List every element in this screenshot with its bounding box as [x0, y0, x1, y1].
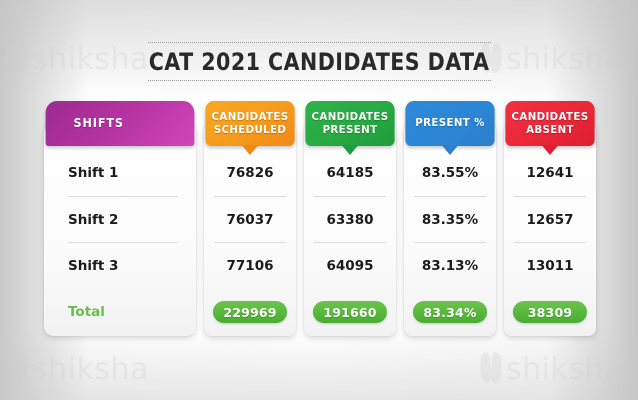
title-block: CAT 2021 CANDIDATES DATA: [0, 42, 638, 82]
total-pill-present: 191660: [313, 301, 387, 323]
cell-present: 64095: [326, 257, 374, 274]
total-pill-present-percent: 83.34%: [413, 301, 487, 323]
column-present-percent: PRESENT % 83.55% 83.35% 83.13% 83.34%: [400, 101, 500, 336]
header-line-2: SCHEDULED: [213, 122, 287, 136]
title-divider-top: [147, 42, 491, 43]
table-row-total: Total: [68, 288, 178, 336]
column-header-label: CANDIDATES SCHEDULED: [212, 111, 289, 136]
table-row: 83.35%: [414, 196, 486, 242]
total-label: Total: [68, 304, 105, 320]
header-line-1: CANDIDATES: [511, 110, 589, 124]
cell-shift: Shift 3: [68, 257, 119, 274]
table-row-total: 38309: [513, 288, 587, 336]
cell-scheduled: 76826: [226, 165, 274, 181]
table-row: 76037: [214, 196, 286, 242]
table-row: 83.55%: [414, 150, 486, 196]
table-row: 76826: [214, 150, 286, 196]
table-row-total: 191660: [313, 288, 387, 336]
table-row: 77106: [214, 242, 286, 288]
column-candidates-present: CANDIDATES PRESENT 64185 63380 64095 191…: [300, 101, 400, 336]
cell-present-percent: 83.13%: [421, 257, 479, 274]
cell-scheduled: 77106: [226, 257, 274, 274]
cell-present: 64185: [326, 165, 374, 181]
cell-absent: 13011: [526, 257, 574, 274]
table-row: Shift 3: [68, 242, 178, 288]
header-line-1: CANDIDATES: [311, 110, 389, 124]
column-card: [304, 123, 396, 336]
total-pill-absent: 38309: [513, 301, 587, 323]
column-header-candidates-absent: CANDIDATES ABSENT: [505, 101, 595, 155]
column-header-label: SHIFTS: [73, 115, 124, 130]
column-header-shifts: SHIFTS: [45, 101, 195, 146]
column-header-candidates-present: CANDIDATES PRESENT: [305, 101, 395, 155]
header-line-2: PRESENT: [322, 122, 378, 136]
table-row: 12657: [514, 196, 586, 242]
cell-present: 63380: [326, 211, 374, 228]
table-row: 63380: [314, 196, 386, 242]
page-title: CAT 2021 CANDIDATES DATA: [148, 48, 490, 76]
chip-pointer-icon: [541, 145, 559, 155]
column-header-label: PRESENT %: [415, 116, 485, 130]
column-shifts: SHIFTS Shift 1 Shift 2 Shift 3 Total: [40, 101, 200, 336]
cell-shift: Shift 2: [68, 211, 119, 228]
column-card: [404, 123, 496, 336]
chip-pointer-icon: [341, 145, 359, 155]
column-body: 64185 63380 64095 191660: [300, 150, 400, 336]
column-header-label: CANDIDATES ABSENT: [512, 111, 589, 136]
table-row: Shift 1: [68, 150, 178, 196]
cell-scheduled: 76037: [226, 211, 274, 228]
cell-present-percent: 83.55%: [421, 165, 479, 181]
table-row: 83.13%: [414, 242, 486, 288]
column-card: [504, 123, 596, 336]
column-body: 12641 12657 13011 38309: [500, 150, 600, 336]
table-row: 64185: [314, 150, 386, 196]
chip-pointer-icon: [441, 145, 459, 155]
column-header-present-percent: PRESENT %: [405, 101, 495, 155]
column-card: [44, 123, 196, 336]
header-line-2: ABSENT: [526, 122, 574, 136]
table-row: 64095: [314, 242, 386, 288]
title-divider-bottom: [147, 80, 491, 82]
column-card: [204, 123, 296, 336]
header-line-1: CANDIDATES: [211, 110, 289, 124]
candidates-data-table: SHIFTS Shift 1 Shift 2 Shift 3 Total CAN…: [40, 101, 600, 336]
table-row: 13011: [514, 242, 586, 288]
table-row-total: 229969: [213, 288, 287, 336]
total-pill-scheduled: 229969: [213, 301, 287, 323]
table-row-total: 83.34%: [413, 288, 487, 336]
column-body: 76826 76037 77106 229969: [200, 150, 300, 336]
cell-shift: Shift 1: [68, 165, 119, 181]
cell-absent: 12657: [526, 211, 574, 228]
table-row: 12641: [514, 150, 586, 196]
cell-present-percent: 83.35%: [421, 211, 479, 228]
column-body: Shift 1 Shift 2 Shift 3 Total: [40, 150, 200, 336]
table-row: Shift 2: [68, 196, 178, 242]
column-header-candidates-scheduled: CANDIDATES SCHEDULED: [205, 101, 295, 155]
cell-absent: 12641: [526, 165, 574, 181]
column-header-label: CANDIDATES PRESENT: [312, 111, 389, 136]
column-body: 83.55% 83.35% 83.13% 83.34%: [400, 150, 500, 336]
chip-pointer-icon: [241, 145, 259, 155]
column-candidates-scheduled: CANDIDATES SCHEDULED 76826 76037 77106 2…: [200, 101, 300, 336]
column-candidates-absent: CANDIDATES ABSENT 12641 12657 13011 3830…: [500, 101, 600, 336]
